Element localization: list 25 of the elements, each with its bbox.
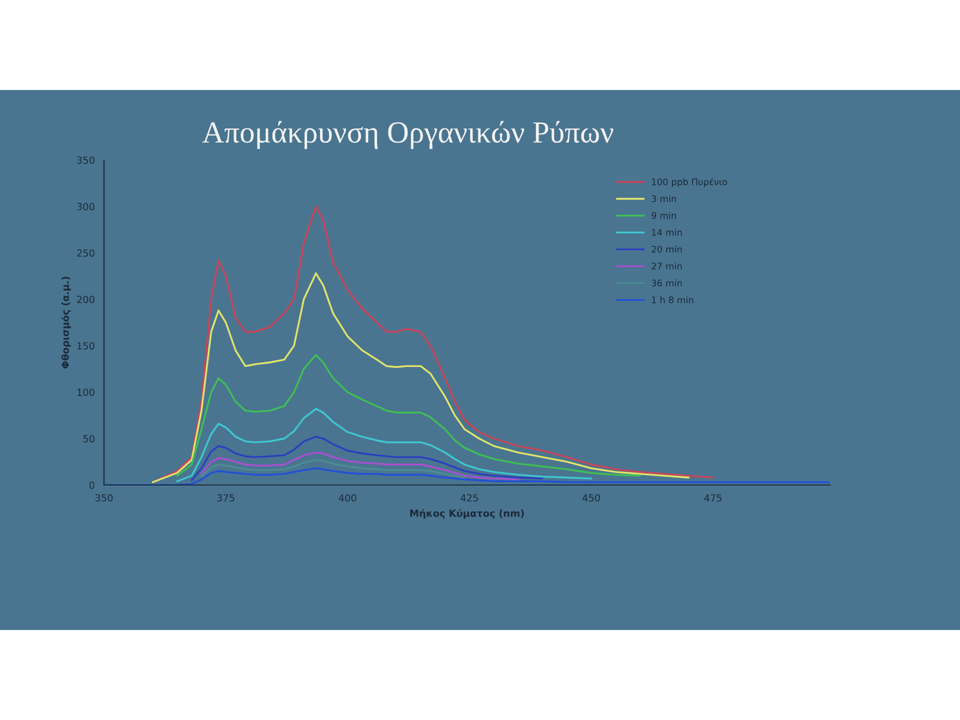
- legend-label: 100 ppb Πυρένιο: [652, 178, 727, 187]
- legend-label: 14 min: [652, 228, 682, 236]
- x-tick-label: 475: [704, 494, 722, 502]
- x-tick-label: 425: [460, 494, 478, 502]
- y-tick-label: 200: [77, 296, 94, 304]
- x-tick-label: 350: [95, 494, 113, 502]
- x-tick-label: 375: [217, 494, 234, 502]
- y-tick-label: 350: [77, 156, 94, 164]
- x-tick-label: 450: [582, 494, 600, 502]
- legend-label: 36 min: [652, 279, 682, 286]
- legend-label: 20 min: [652, 246, 682, 253]
- chart-title: Απομάκρυνση Οργανικών Ρύπων: [202, 120, 614, 150]
- y-axis-title: Φθορισμός (α.μ.): [61, 276, 71, 369]
- legend-label: 9 min: [652, 212, 676, 219]
- y-tick-label: 250: [77, 249, 94, 257]
- y-tick-label: 150: [77, 342, 94, 350]
- x-axis-title: Μήκος Κύματος (nm): [410, 508, 524, 519]
- legend-label: 1 h 8 min: [652, 296, 694, 304]
- y-tick-label: 100: [77, 388, 94, 396]
- legend-label: 3 min: [652, 195, 676, 202]
- y-tick-label: 300: [77, 202, 94, 210]
- y-tick-label: 50: [83, 435, 94, 442]
- legend-label: 27 min: [652, 262, 682, 270]
- x-tick-label: 400: [338, 494, 356, 502]
- y-tick-label: 0: [89, 481, 94, 489]
